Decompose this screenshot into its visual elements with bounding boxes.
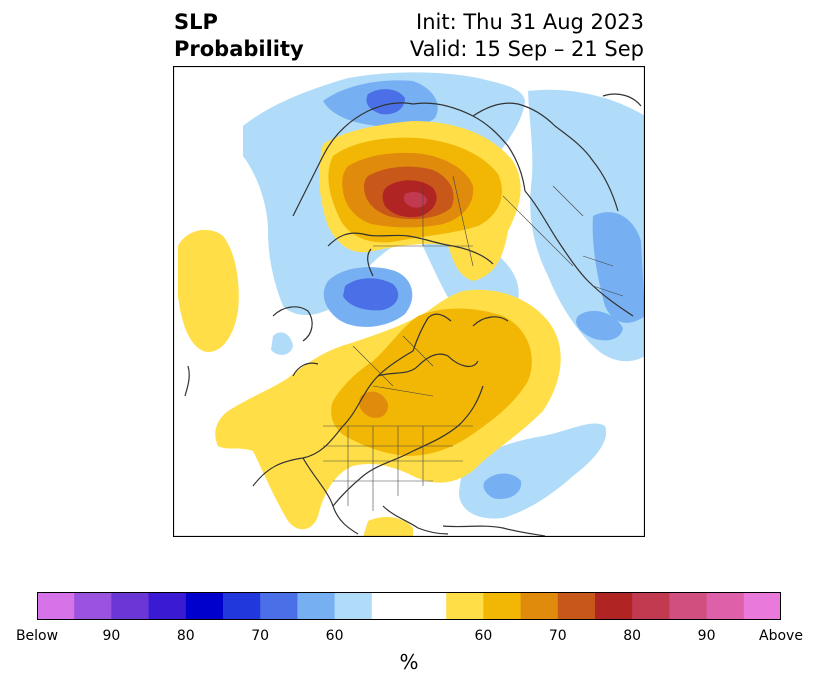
colorbar-tick-label: 90 [697, 628, 716, 644]
title-right: Init: Thu 31 Aug 2023 Valid: 15 Sep – 21… [410, 9, 644, 63]
colorbar-tick-label: Below [15, 628, 59, 644]
probability-map [173, 66, 645, 537]
borders [323, 175, 624, 511]
colorbar-tick-label: 60 [474, 628, 493, 644]
colorbar-tick-label: 60 [325, 628, 344, 644]
orange-region-north-america [331, 308, 532, 456]
colorbar-segment [557, 592, 596, 620]
colorbar-segment [223, 592, 261, 620]
colorbar-segment [148, 592, 187, 620]
colorbar-segment [111, 592, 150, 620]
blue-region-70-80-center [343, 278, 399, 311]
colorbar-segment [334, 592, 373, 620]
colorbar-segment [520, 592, 559, 620]
colorbar-tick-label: Above [759, 628, 803, 644]
title-product: Probability [174, 37, 304, 61]
colorbar-segment [446, 592, 484, 620]
map-frame [173, 66, 645, 537]
colorbar-segment [743, 592, 781, 620]
colorbar-segment [371, 592, 410, 620]
colorbar-unit-label: % [399, 650, 419, 674]
colorbar-tick-label: 80 [623, 628, 642, 644]
colorbar-tick-label: 70 [548, 628, 567, 644]
yellow-region-west-pacific [178, 229, 239, 352]
colorbar-tick-label: 90 [102, 628, 121, 644]
pink-region-eurasia [403, 191, 427, 208]
colorbar-segment [260, 592, 298, 620]
colorbar-segment [409, 592, 447, 620]
colorbar-segment [185, 592, 224, 620]
blue-region-west [271, 332, 293, 355]
colorbar-segment [37, 592, 75, 620]
darkorange-region-america [359, 391, 389, 418]
yellow-region-gulf [363, 516, 413, 537]
colorbar-segment [595, 592, 633, 620]
init-date: Init: Thu 31 Aug 2023 [416, 10, 644, 34]
colorbar [37, 592, 781, 620]
colorbar-segment [74, 592, 112, 620]
colorbar-segment [669, 592, 708, 620]
colorbar-segment [483, 592, 522, 620]
blue-region-60-70-east [576, 310, 623, 341]
blue-region-60-70-siberia [592, 212, 645, 323]
colorbar-frame [37, 592, 781, 620]
blue-region-60-70-atlantic [483, 473, 522, 500]
valid-range: Valid: 15 Sep – 21 Sep [409, 37, 644, 61]
colorbar-segment [706, 592, 745, 620]
colorbar-tick-label: 80 [176, 628, 195, 644]
colorbar-tick-label: 70 [251, 628, 270, 644]
title-variable: SLP [174, 10, 218, 34]
colorbar-segment [297, 592, 336, 620]
title-left: SLP Probability [174, 9, 304, 63]
colorbar-segment [632, 592, 670, 620]
